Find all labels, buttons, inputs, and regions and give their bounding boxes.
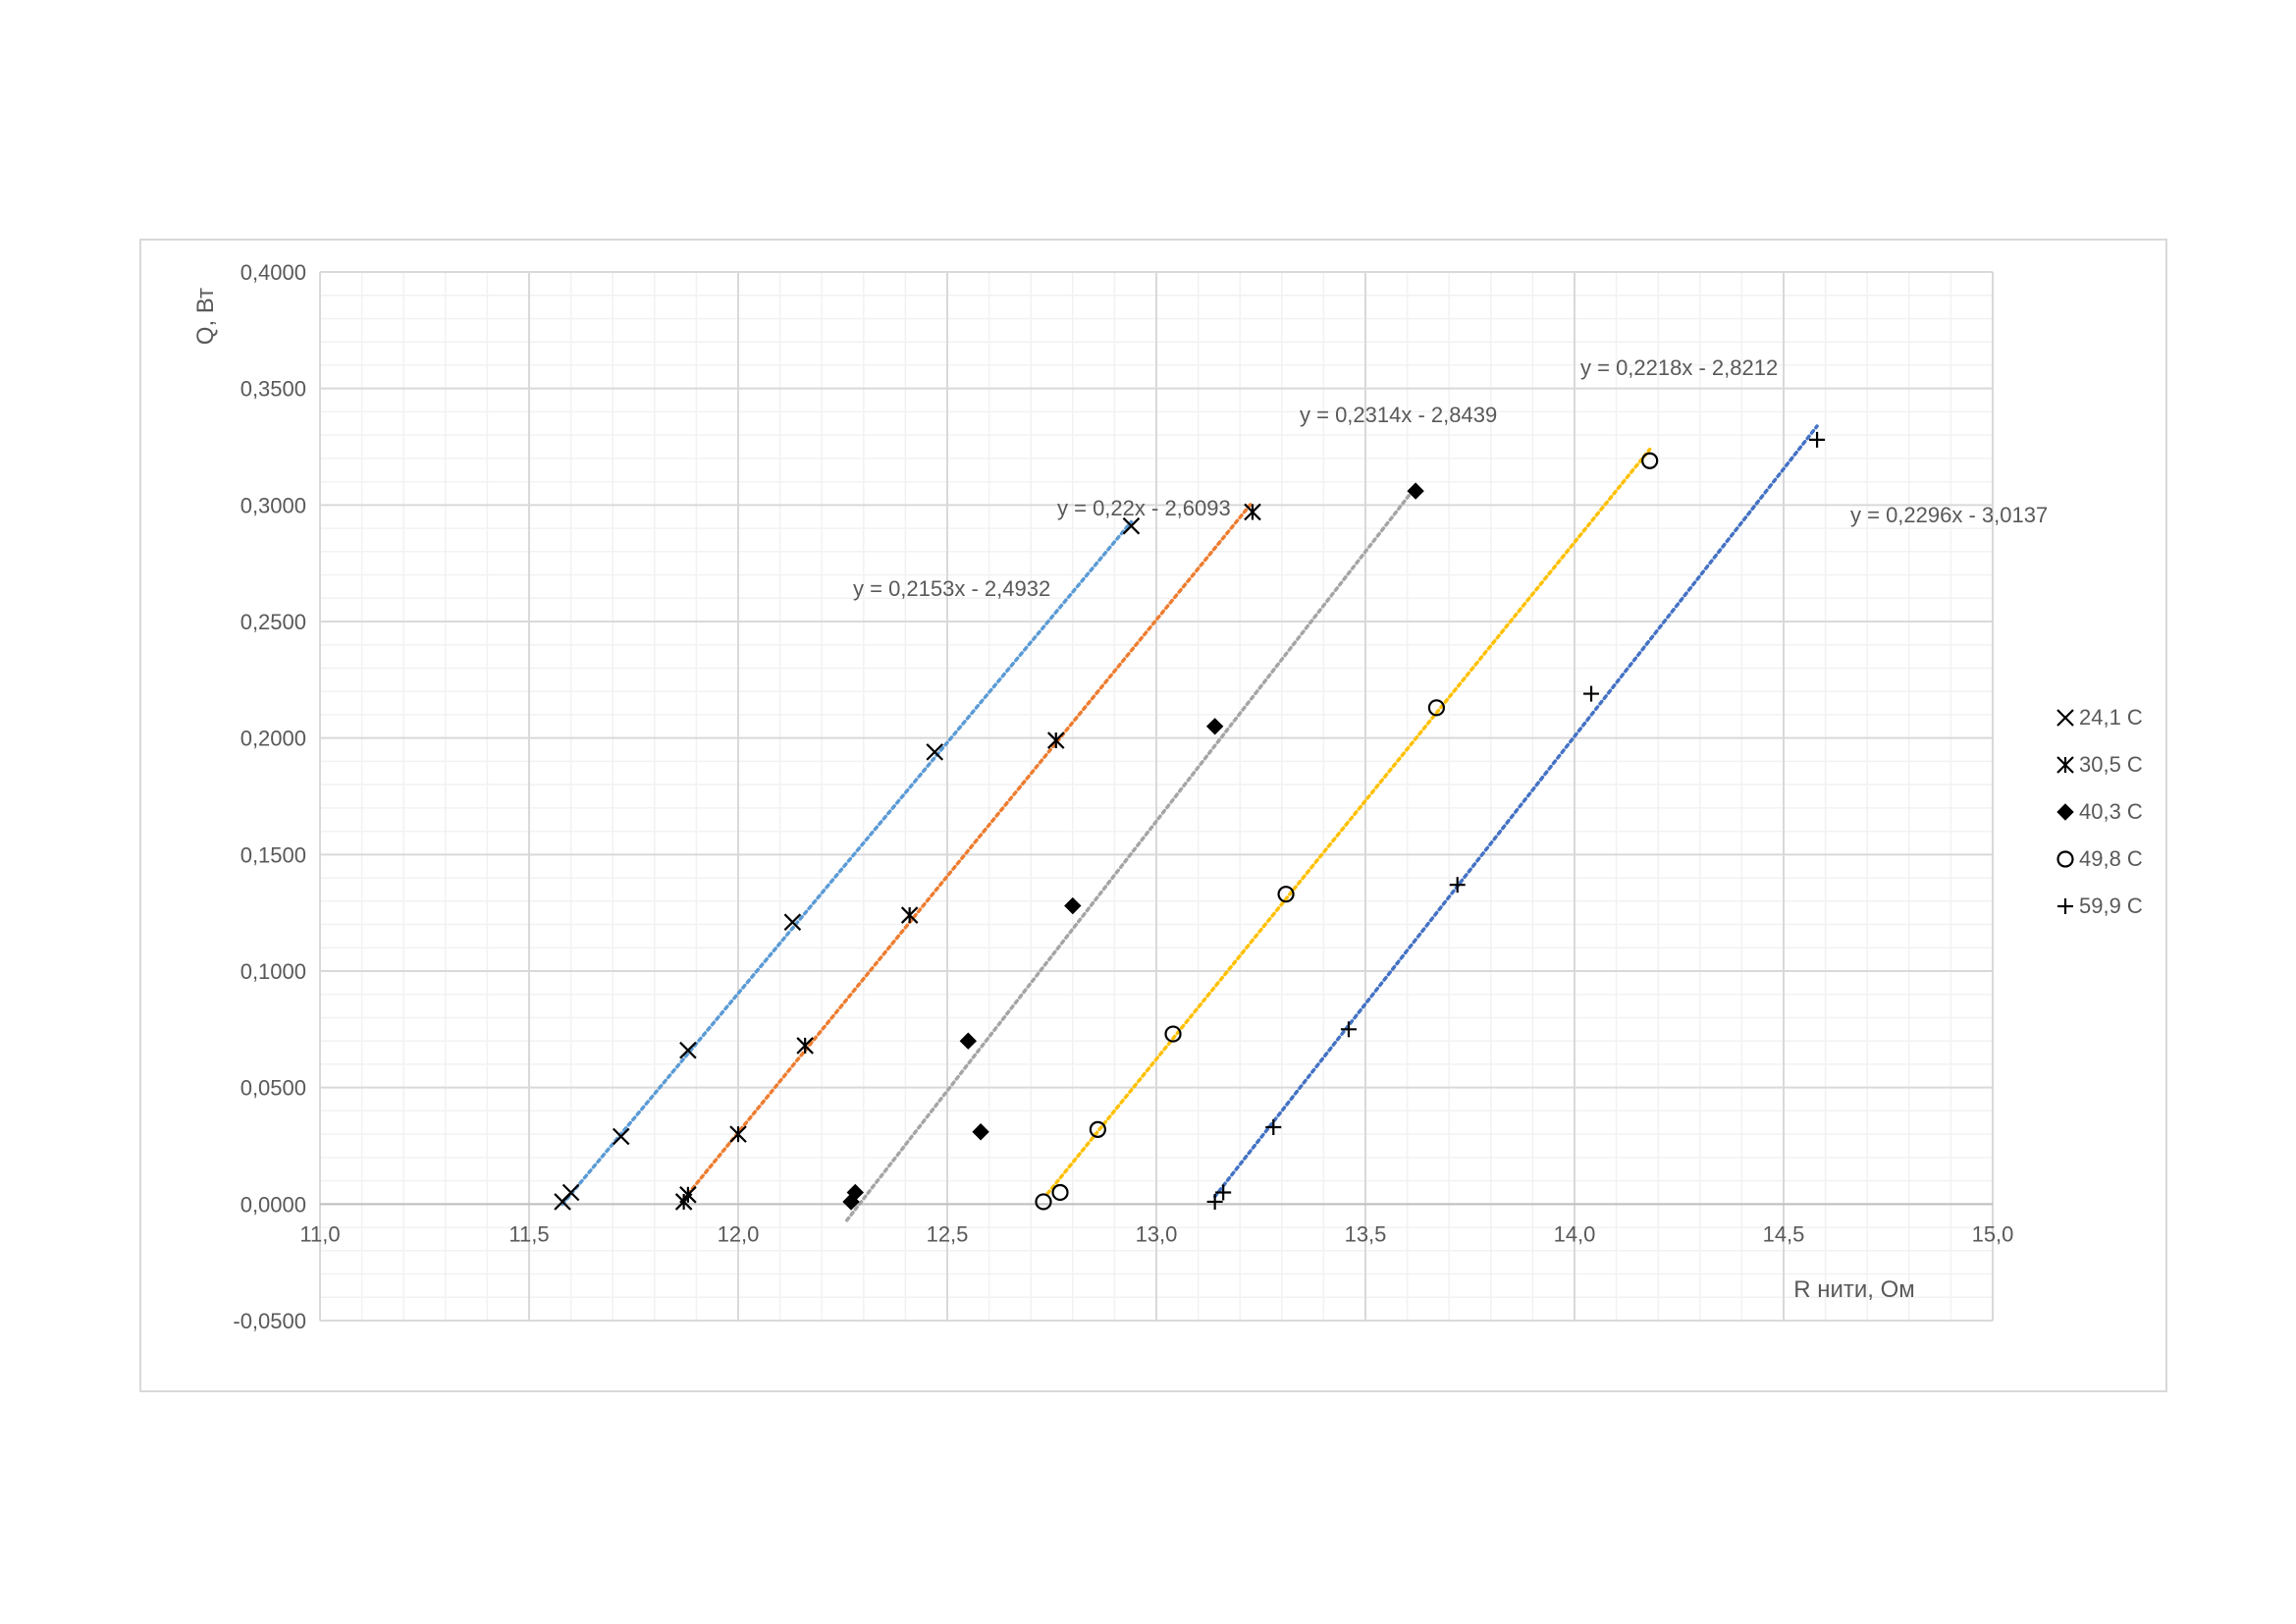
x-tick-label: 13,0 bbox=[1136, 1221, 1178, 1246]
data-point bbox=[1277, 886, 1295, 903]
legend-label: 24,1 C bbox=[2079, 705, 2143, 730]
y-tick-label: 0,0000 bbox=[240, 1192, 306, 1217]
legend-label: 49,8 C bbox=[2079, 846, 2143, 871]
trendline-equations: y = 0,2153x - 2,4932 y = 0,22x - 2,6093 y … bbox=[853, 355, 2048, 601]
data-point bbox=[1809, 431, 1826, 448]
x-tick-label: 12,0 bbox=[718, 1221, 760, 1246]
data-point bbox=[612, 1127, 630, 1146]
data-point bbox=[959, 1032, 978, 1050]
x-tick-label: 12,5 bbox=[927, 1221, 969, 1246]
trendline bbox=[561, 519, 1134, 1207]
data-point bbox=[1340, 1021, 1357, 1038]
data-point bbox=[846, 1183, 864, 1202]
x-tick-label: 14,5 bbox=[1763, 1221, 1805, 1246]
data-point bbox=[2056, 756, 2074, 774]
legend: 24,1 C 30,5 C 40,3 C 49,8 C 59,9 C bbox=[2056, 705, 2143, 918]
legend-label: 59,9 C bbox=[2079, 893, 2143, 918]
trendline-equation: y = 0,2218x - 2,8212 bbox=[1580, 355, 1778, 380]
data-point bbox=[796, 1037, 814, 1055]
legend-item: 40,3 C bbox=[2056, 799, 2143, 824]
trendline bbox=[1045, 447, 1652, 1196]
legend-item: 49,8 C bbox=[2056, 846, 2143, 871]
data-point bbox=[1427, 699, 1446, 717]
data-point bbox=[2057, 898, 2073, 914]
legend-label: 40,3 C bbox=[2079, 799, 2143, 824]
x-tick-labels: 11,0 11,5 12,0 12,5 13,0 13,5 14,0 14,5 15,0 bbox=[299, 1221, 2013, 1246]
data-point bbox=[561, 1183, 580, 1202]
data-point bbox=[1051, 1183, 1069, 1202]
scatter-chart: 11,0 11,5 12,0 12,5 13,0 13,5 14,0 14,5 15,0 -0,… bbox=[192, 260, 2143, 1333]
data-point bbox=[1089, 1120, 1106, 1138]
data-point bbox=[1215, 1184, 1232, 1201]
data-point bbox=[1583, 685, 1600, 702]
data-point bbox=[2056, 709, 2074, 727]
y-tick-label: 0,3000 bbox=[240, 493, 306, 517]
data-point bbox=[1205, 718, 1224, 735]
data-point bbox=[1122, 516, 1141, 535]
y-tick-label: 0,0500 bbox=[240, 1076, 306, 1101]
trendline bbox=[845, 485, 1417, 1222]
x-tick-label: 11,0 bbox=[299, 1221, 340, 1246]
data-point bbox=[2056, 850, 2074, 868]
data-point bbox=[729, 1125, 747, 1143]
data-point bbox=[1035, 1193, 1052, 1211]
x-axis-title: R нити, Ом bbox=[1793, 1276, 1915, 1303]
x-tick-label: 11,5 bbox=[508, 1221, 549, 1246]
trendline-equation: y = 0,2153x - 2,4932 bbox=[853, 576, 1050, 601]
trendline-equation: y = 0,2314x - 2,8439 bbox=[1300, 403, 1497, 427]
trendline-equation: y = 0,22x - 2,6093 bbox=[1057, 496, 1231, 520]
x-tick-label: 14,0 bbox=[1554, 1221, 1596, 1246]
y-tick-label: 0,2000 bbox=[240, 727, 306, 751]
major-gridlines bbox=[319, 271, 1994, 1322]
data-point bbox=[1244, 503, 1261, 521]
y-tick-label: 0,1500 bbox=[240, 842, 306, 867]
data-point bbox=[1164, 1025, 1182, 1043]
chart-area: 11,0 11,5 12,0 12,5 13,0 13,5 14,0 14,5 15,0 -0,… bbox=[139, 239, 2167, 1392]
data-point bbox=[1641, 452, 1659, 469]
legend-item: 30,5 C bbox=[2056, 752, 2143, 777]
legend-item: 24,1 C bbox=[2056, 705, 2143, 730]
legend-item: 59,9 C bbox=[2057, 893, 2143, 918]
data-point bbox=[1449, 877, 1466, 893]
trendline bbox=[681, 500, 1255, 1202]
data-point bbox=[926, 743, 943, 761]
data-point bbox=[1407, 482, 1424, 500]
trendlines bbox=[561, 424, 1819, 1222]
legend-label: 30,5 C bbox=[2079, 752, 2143, 777]
data-point bbox=[1046, 731, 1065, 749]
y-tick-label: -0,0500 bbox=[233, 1309, 306, 1333]
y-tick-label: 0,2500 bbox=[240, 610, 306, 634]
data-point bbox=[1064, 896, 1082, 915]
data-point bbox=[2056, 803, 2074, 821]
y-tick-label: 0,3500 bbox=[240, 377, 306, 402]
y-tick-label: 0,4000 bbox=[240, 260, 306, 285]
trendline-equation: y = 0,2296x - 3,0137 bbox=[1850, 503, 2048, 527]
data-point bbox=[679, 1186, 697, 1204]
data-point bbox=[679, 1041, 697, 1059]
data-point bbox=[783, 913, 802, 931]
x-tick-label: 13,5 bbox=[1345, 1221, 1387, 1246]
data-point bbox=[900, 906, 919, 924]
x-tick-label: 15,0 bbox=[1972, 1221, 2014, 1246]
trendline bbox=[1212, 424, 1819, 1199]
y-tick-labels: -0,0500 0,0000 0,0500 0,1000 0,1500 0,2000 0,2… bbox=[233, 260, 306, 1333]
data-point bbox=[972, 1123, 989, 1141]
data-markers bbox=[554, 431, 1826, 1211]
y-axis-title: Q, Вт bbox=[192, 288, 219, 345]
data-point bbox=[1265, 1119, 1282, 1136]
data-point bbox=[1206, 1193, 1223, 1210]
y-tick-label: 0,1000 bbox=[240, 959, 306, 984]
